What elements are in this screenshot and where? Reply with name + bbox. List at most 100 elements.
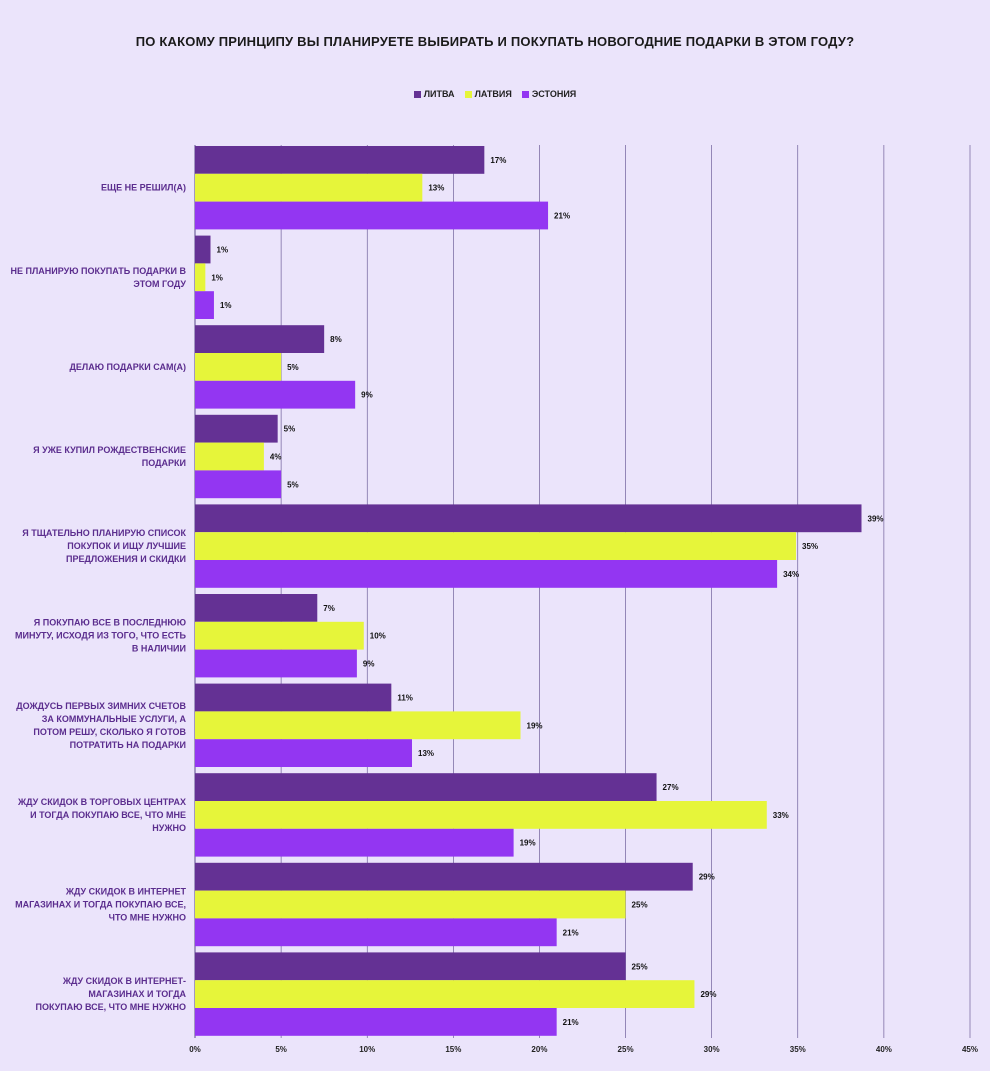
category-label-line: ПОТОМ РЕШУ, СКОЛЬКО Я ГОТОВ: [33, 727, 186, 737]
x-tick-label: 40%: [876, 1045, 892, 1054]
data-label: 1%: [211, 273, 223, 282]
bar: [195, 801, 767, 829]
category-label-line: Я ПОКУПАЮ ВСЕ В ПОСЛЕДНЮЮ: [34, 618, 186, 628]
bar: [195, 773, 657, 801]
legend-item-estonia: ЭСТОНИЯ: [521, 89, 577, 99]
legend-item-latvia: ЛАТВИЯ: [464, 89, 512, 99]
legend-swatch-lithuania: [413, 90, 421, 98]
category-label-line: ЖДУ СКИДОК В ТОРГОВЫХ ЦЕНТРАХ: [17, 797, 186, 807]
legend-swatch-estonia: [521, 90, 529, 98]
category-label-line: ПРЕДЛОЖЕНИЯ И СКИДКИ: [66, 554, 186, 564]
category-label-line: НУЖНО: [152, 823, 186, 833]
bar: [195, 711, 521, 740]
category-label-line: Я ТЩАТЕЛЬНО ПЛАНИРУЮ СПИСОК: [22, 528, 186, 538]
category-label-line: Я УЖЕ КУПИЛ РОЖДЕСТВЕНСКИЕ: [33, 445, 186, 455]
x-tick-label: 0%: [189, 1045, 201, 1054]
category-label-line: ЗА КОММУНАЛЬНЫЕ УСЛУГИ, А: [42, 714, 187, 724]
data-label: 19%: [527, 721, 543, 730]
bar: [195, 739, 412, 767]
data-label: 4%: [270, 453, 282, 462]
data-label: 10%: [370, 632, 386, 641]
category-label: ЖДУ СКИДОК В ИНТЕРНЕТ- МАГАЗИНАХ И ТОГДА П…: [35, 976, 186, 1012]
category-label: ДЕЛАЮ ПОДАРКИ САМ(А): [69, 362, 186, 372]
data-label: 11%: [397, 694, 413, 703]
category-label-line: НЕ ПЛАНИРУЮ ПОКУПАТЬ ПОДАРКИ В: [10, 266, 186, 276]
x-tick-label: 10%: [359, 1045, 375, 1054]
category-label-line: ЧТО МНЕ НУЖНО: [109, 913, 186, 923]
category-label-line: ПОДАРКИ: [142, 458, 186, 468]
data-label: 1%: [220, 301, 232, 310]
data-label: 9%: [363, 660, 375, 669]
category-label-line: ДОЖДУСЬ ПЕРВЫХ ЗИМНИХ СЧЕТОВ: [16, 701, 186, 711]
bar: [195, 1008, 557, 1036]
bar: [195, 146, 485, 174]
category-label-line: МИНУТУ, ИСХОДЯ ИЗ ТОГО, ЧТО ЕСТЬ: [15, 631, 187, 641]
x-tick-label: 20%: [531, 1045, 547, 1054]
category-label: ЕЩЕ НЕ РЕШИЛ(А): [101, 183, 186, 193]
data-label: 8%: [330, 335, 342, 344]
bar: [195, 380, 356, 409]
category-label-line: В НАЛИЧИИ: [132, 644, 186, 654]
x-tick-label: 5%: [275, 1045, 287, 1054]
bar: [195, 952, 626, 981]
category-label-line: ЕЩЕ НЕ РЕШИЛ(А): [101, 183, 186, 193]
bar: [195, 828, 514, 857]
data-label: 35%: [802, 542, 818, 551]
data-label: 5%: [287, 363, 299, 372]
data-label: 21%: [554, 212, 570, 221]
bar: [195, 470, 282, 499]
data-label: 13%: [418, 749, 434, 758]
bar: [195, 173, 423, 202]
bar: [195, 235, 211, 264]
category-label-line: И ТОГДА ПОКУПАЮ ВСЕ, ЧТО МНЕ: [30, 810, 186, 820]
data-label: 39%: [868, 514, 884, 523]
legend: ЛИТВА ЛАТВИЯ ЭСТОНИЯ: [0, 89, 990, 99]
category-label: Я ПОКУПАЮ ВСЕ В ПОСЛЕДНЮЮ МИНУТУ, ИСХОДЯ …: [15, 618, 187, 654]
category-label-line: ПОТРАТИТЬ НА ПОДАРКИ: [70, 740, 186, 750]
bar: [195, 442, 264, 471]
legend-item-lithuania: ЛИТВА: [413, 89, 455, 99]
x-tick-label: 15%: [445, 1045, 461, 1054]
data-label: 25%: [632, 901, 648, 910]
category-label-line: ДЕЛАЮ ПОДАРКИ САМ(А): [69, 362, 186, 372]
data-label: 29%: [700, 990, 716, 999]
legend-swatch-latvia: [464, 90, 472, 98]
bar: [195, 325, 325, 353]
data-label: 25%: [632, 962, 648, 971]
data-label: 13%: [428, 184, 444, 193]
data-label: 19%: [520, 839, 536, 848]
legend-label-latvia: ЛАТВИЯ: [474, 89, 512, 99]
data-label: 9%: [361, 391, 373, 400]
data-label: 27%: [663, 783, 679, 792]
bar: [195, 621, 364, 650]
bar: [195, 414, 278, 443]
bar: [195, 594, 318, 622]
bar: [195, 263, 206, 292]
x-tick-label: 45%: [962, 1045, 978, 1054]
bar: [195, 683, 392, 712]
x-tick-label: 35%: [790, 1045, 806, 1054]
bar: [195, 890, 626, 919]
data-label: 33%: [773, 811, 789, 820]
bar: [195, 560, 778, 588]
bar: [195, 980, 695, 1008]
category-label: ДОЖДУСЬ ПЕРВЫХ ЗИМНИХ СЧЕТОВ ЗА КОММУНАЛЬ…: [16, 701, 186, 750]
category-label-line: МАГАЗИНАХ И ТОГДА: [88, 989, 186, 999]
bar: [195, 862, 693, 891]
category-label: ЖДУ СКИДОК В ТОРГОВЫХ ЦЕНТРАХ И ТОГДА ПОК…: [17, 797, 186, 833]
x-tick-label: 30%: [704, 1045, 720, 1054]
category-label: Я ТЩАТЕЛЬНО ПЛАНИРУЮ СПИСОК ПОКУПОК И ИЩУ…: [22, 528, 186, 564]
category-label-line: ПОКУПОК И ИЩУ ЛУЧШИЕ: [67, 541, 186, 551]
data-label: 5%: [287, 480, 299, 489]
category-label-line: ЭТОМ ГОДУ: [133, 279, 186, 289]
bar: [195, 353, 282, 381]
category-label-line: ПОКУПАЮ ВСЕ, ЧТО МНЕ НУЖНО: [35, 1002, 186, 1012]
data-label: 17%: [490, 156, 506, 165]
legend-label-estonia: ЭСТОНИЯ: [531, 89, 577, 99]
bar: [195, 649, 357, 678]
data-label: 29%: [699, 873, 715, 882]
data-label: 21%: [563, 1018, 579, 1027]
category-label-line: МАГАЗИНАХ И ТОГДА ПОКУПАЮ ВСЕ,: [15, 900, 186, 910]
category-label: Я УЖЕ КУПИЛ РОЖДЕСТВЕНСКИЕ ПОДАРКИ: [33, 445, 186, 468]
